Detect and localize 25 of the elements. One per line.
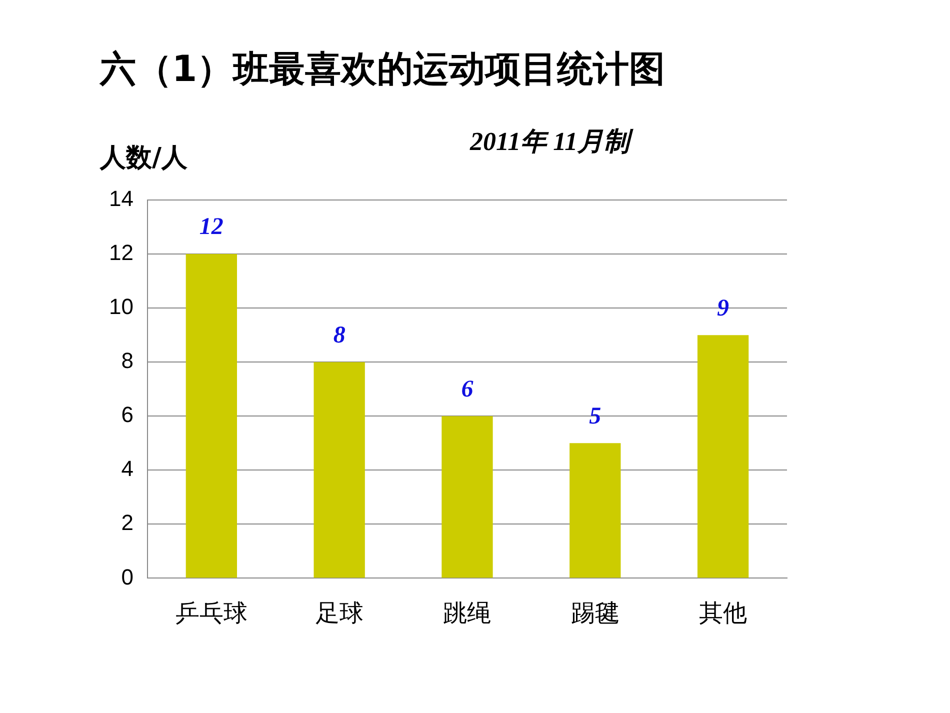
- y-tick-label: 4: [121, 456, 134, 482]
- x-tick-label: 其他: [699, 598, 748, 627]
- bar: [697, 335, 749, 578]
- x-tick-label: 足球: [315, 598, 364, 627]
- y-tick-label: 10: [108, 294, 134, 320]
- x-tick-label: 乒乓球: [175, 598, 248, 627]
- bar: [314, 362, 365, 578]
- x-tick-label: 踢毽: [571, 598, 620, 627]
- x-tick-label: 跳绳: [443, 598, 492, 627]
- y-tick-label: 0: [121, 564, 134, 590]
- bar: [186, 254, 238, 578]
- data-label: 5: [589, 403, 602, 430]
- bar: [442, 416, 493, 578]
- y-axis-title: 人数/人: [100, 142, 188, 175]
- chart-title: 六（1）班最喜欢的运动项目统计图: [100, 48, 666, 92]
- data-label: 12: [199, 214, 224, 240]
- bar: [570, 443, 621, 578]
- data-label: 8: [333, 322, 346, 348]
- y-tick-label: 6: [121, 402, 134, 428]
- data-label: 9: [717, 295, 730, 322]
- y-tick-label: 8: [121, 348, 134, 374]
- y-tick-label: 14: [108, 186, 134, 212]
- data-label: 6: [461, 376, 474, 402]
- y-tick-label: 12: [108, 240, 134, 266]
- y-tick-label: 2: [121, 510, 134, 536]
